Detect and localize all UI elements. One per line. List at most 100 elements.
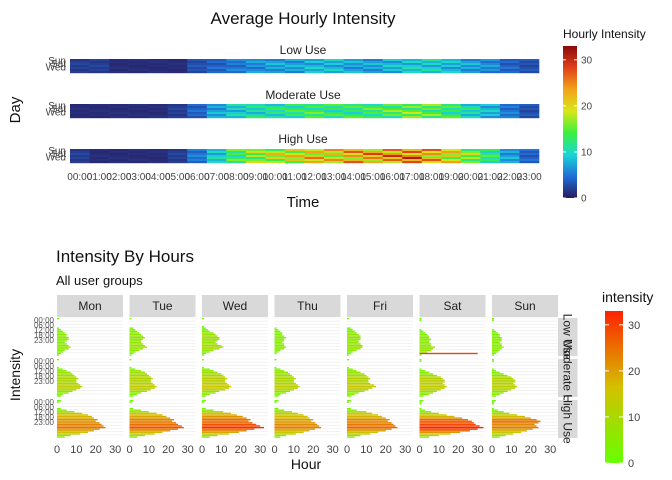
bar-panel (419, 399, 486, 438)
heatmap-cell (324, 61, 344, 64)
heatmap-cell (70, 59, 90, 62)
heatmap-cell (70, 151, 90, 154)
heatmap-cell (187, 61, 208, 64)
bar (57, 337, 69, 339)
heatmap-cell (284, 59, 305, 62)
bar-x-tick-label: 30 (182, 444, 194, 456)
bar (492, 389, 512, 391)
heatmap-cell (265, 61, 286, 64)
bar (347, 431, 379, 434)
heatmap-cell (324, 110, 344, 113)
heatmap-panels (70, 59, 540, 164)
heatmap-cell (382, 108, 403, 111)
heatmap-cell (128, 161, 149, 164)
bar (347, 368, 353, 370)
bar (419, 344, 432, 347)
bar (57, 333, 67, 336)
heatmap-cell (167, 106, 188, 109)
heatmap-cell (460, 159, 481, 162)
facet-row-strip (557, 400, 578, 438)
bar (202, 354, 204, 356)
heatmap-cell (206, 63, 227, 66)
bar (57, 332, 65, 334)
bar (347, 415, 382, 418)
heatmap-cell (265, 104, 286, 107)
heatmap-cell (402, 61, 423, 64)
heatmap-cell (421, 159, 442, 162)
heatmap-cell (89, 59, 110, 62)
bar (347, 344, 363, 347)
bar-y-tick-label: 18:00 (34, 413, 55, 422)
heatmap-legend-ticks: 0 10 20 30 (563, 55, 593, 205)
bar (129, 436, 138, 438)
facet-strip-label: Sat (443, 299, 462, 313)
heatmap-cell (460, 161, 481, 164)
bar (419, 426, 484, 429)
bar (129, 400, 134, 402)
heatmap-cell (167, 153, 188, 156)
bar (57, 384, 81, 386)
heatmap-cell (382, 112, 403, 115)
bar (202, 344, 222, 347)
heatmap-cell (519, 108, 540, 111)
heatmap-cell (284, 108, 305, 111)
bar (419, 360, 422, 362)
heatmap-cell (441, 67, 462, 70)
heatmap-cell (421, 157, 442, 160)
heatmap-cell (480, 157, 501, 160)
heatmap-cell (187, 114, 208, 117)
bar (129, 366, 132, 369)
bar (274, 411, 292, 413)
bar (419, 332, 426, 334)
bar-panel (57, 358, 123, 397)
heatmap-cell (89, 149, 110, 152)
heatmap-cell (226, 106, 247, 109)
bar (202, 400, 206, 402)
bar-y-tick-label: 00:00 (34, 357, 55, 366)
heatmap-cell (128, 151, 149, 154)
heatmap-cell (304, 112, 325, 115)
bar (274, 428, 316, 430)
heatmap-cell (499, 110, 520, 113)
bar-panel (274, 358, 341, 397)
bar-panel (274, 399, 341, 438)
bar (492, 390, 508, 393)
bar (129, 384, 155, 386)
heatmap-x-tick-label: 05:00 (165, 172, 190, 183)
heatmap-x-tick-label: 11:00 (283, 172, 308, 183)
heatmap-cell (441, 69, 462, 72)
heatmap-legend-colorbar (563, 46, 577, 198)
heatmap-cell (265, 155, 286, 158)
bar (129, 368, 136, 370)
bar-x-tick-label: 0 (199, 444, 205, 456)
heatmap-cell (167, 65, 188, 68)
bar (129, 335, 144, 337)
bar-x-tick-label: 0 (54, 444, 60, 456)
heatmap-cell (187, 59, 208, 62)
bar (129, 385, 157, 388)
bar (347, 332, 357, 334)
heatmap-cell (70, 67, 90, 70)
heatmap-cell (363, 151, 383, 154)
heatmap-cell (460, 67, 481, 70)
heatmap-facet-label-low: Low Use (280, 43, 327, 57)
bar (419, 433, 451, 435)
bar (419, 349, 432, 352)
heatmap-cell (304, 59, 325, 62)
heatmap-y-tick-label: Wed (46, 107, 66, 118)
heatmap-cell (441, 116, 462, 119)
bar (129, 354, 132, 356)
heatmap-cell (304, 151, 325, 154)
heatmap-cell (128, 61, 149, 64)
bar (57, 327, 59, 329)
heatmap-cell (382, 106, 403, 109)
heatmap-cell (89, 108, 110, 111)
bar (347, 419, 390, 421)
bar (274, 379, 294, 381)
bar (347, 409, 357, 411)
bar (202, 337, 220, 339)
bar (492, 333, 500, 336)
bar-x-tick-label: 10 (505, 444, 517, 456)
heatmap-cell (187, 151, 208, 154)
facet-row-strip (557, 359, 578, 397)
